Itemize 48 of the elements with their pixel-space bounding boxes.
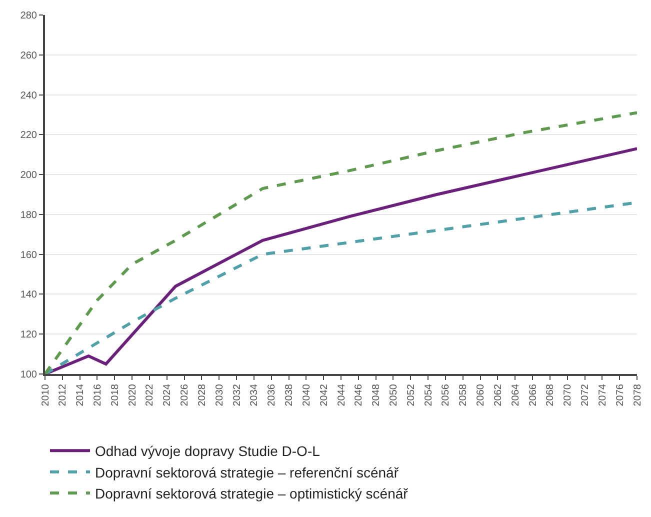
x-tick-label: 2018 xyxy=(110,384,121,406)
x-tick-label: 2034 xyxy=(249,384,260,406)
x-tick-label: 2022 xyxy=(144,384,156,406)
y-tick-label: 180 xyxy=(20,210,38,221)
x-tick-label: 2052 xyxy=(406,384,417,406)
x-tick-label: 2060 xyxy=(476,384,487,406)
x-tick-label: 2046 xyxy=(354,384,365,406)
y-tick-label: 240 xyxy=(20,90,38,102)
x-tick-label: 2058 xyxy=(458,384,470,406)
x-tick-label: 2050 xyxy=(388,384,400,406)
y-tick-label: 100 xyxy=(20,370,38,380)
x-tick-label: 2066 xyxy=(528,384,539,406)
y-tick-label: 140 xyxy=(20,290,38,301)
y-tick-label: 220 xyxy=(20,130,38,142)
x-tick-label: 2040 xyxy=(301,384,312,406)
y-tick-label: 200 xyxy=(20,170,38,182)
x-tick-label: 2014 xyxy=(75,384,86,406)
x-tick-label: 2024 xyxy=(162,384,174,406)
x-tick-label: 2078 xyxy=(632,384,644,406)
legend-label: Dopravní sektorová strategie – referenční scénář xyxy=(95,464,399,480)
x-tick-label: 2042 xyxy=(318,384,330,406)
x-tick-label: 2026 xyxy=(180,384,191,406)
x-tick-label: 2048 xyxy=(371,384,382,406)
x-tick-label: 2036 xyxy=(266,384,278,406)
x-tick-label: 2012 xyxy=(58,384,69,406)
x-tick-label: 2038 xyxy=(284,384,296,406)
x-tick-label: 2062 xyxy=(492,384,504,406)
y-tick-label: 160 xyxy=(20,250,38,261)
x-tick-label: 2028 xyxy=(196,384,208,406)
x-tick-label: 2056 xyxy=(440,384,452,406)
x-tick-label: 2064 xyxy=(510,384,522,406)
legend-label: Odhad vývoje dopravy Studie D-O-L xyxy=(95,443,320,460)
legend-label: Dopravní sektorová strategie – optimistický scénář xyxy=(95,485,408,502)
x-tick-label: 2030 xyxy=(214,384,226,406)
y-tick-label: 120 xyxy=(20,330,38,341)
x-tick-label: 2076 xyxy=(614,384,626,406)
x-tick-label: 2016 xyxy=(92,384,104,406)
x-tick-label: 2070 xyxy=(562,384,574,406)
x-tick-label: 2068 xyxy=(545,384,556,406)
y-tick-label: 260 xyxy=(20,50,38,62)
y-tick-label: 280 xyxy=(20,10,38,22)
x-tick-label: 2072 xyxy=(580,384,592,406)
x-tick-label: 2032 xyxy=(232,384,243,406)
x-tick-label: 2020 xyxy=(127,384,138,406)
x-tick-label: 2010 xyxy=(40,384,52,406)
x-tick-label: 2074 xyxy=(597,384,608,406)
x-tick-label: 2044 xyxy=(336,384,348,406)
x-tick-label: 2054 xyxy=(423,384,434,406)
